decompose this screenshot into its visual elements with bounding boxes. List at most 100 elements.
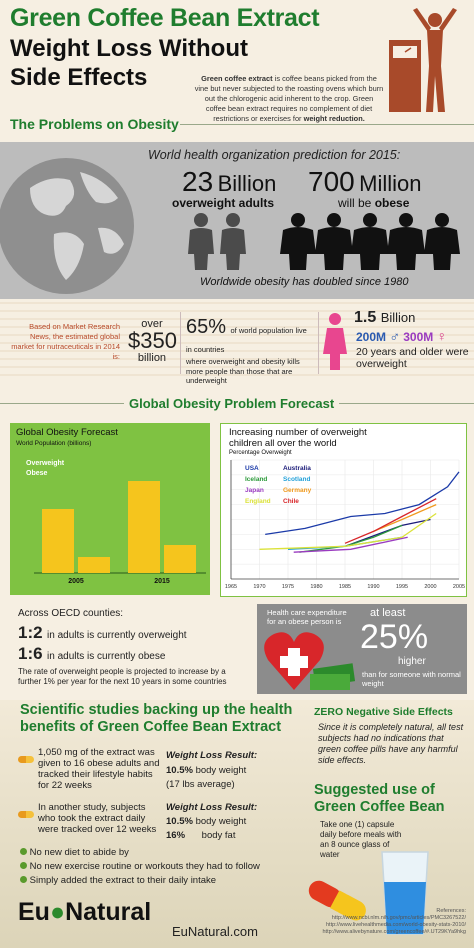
bar-obese-2005 bbox=[78, 557, 110, 573]
stat-23-billion: 23 Billion bbox=[182, 166, 277, 197]
globe-icon bbox=[0, 158, 134, 294]
legend-japan: Japan bbox=[245, 487, 264, 494]
market-amount: over $350 billion bbox=[128, 318, 177, 364]
bullet-item: No new exercise routine or workouts they… bbox=[20, 860, 260, 874]
overweight-age-text: 20 years and older were overweight bbox=[356, 346, 469, 370]
pill-icon bbox=[18, 805, 34, 823]
problems-heading: The Problems on Obesity bbox=[10, 116, 179, 132]
expenditure-text: Health care expenditure for an obese per… bbox=[267, 608, 347, 626]
line-chart-panel: Increasing number of overweight children… bbox=[220, 423, 467, 597]
pct-65-block: 65% of world population live in countrie… bbox=[186, 316, 307, 385]
title-line-3-text: Side Effects bbox=[10, 64, 148, 91]
divider bbox=[180, 312, 181, 374]
woman-icon bbox=[323, 313, 347, 370]
study-2-result-title: Weight Loss Result: bbox=[166, 802, 258, 813]
study-1-sub: (17 lbs average) bbox=[166, 779, 235, 790]
legend-germany: Germany bbox=[283, 487, 312, 494]
bar-chart-ylabel: World Population (billions) bbox=[16, 440, 92, 447]
line-chart-svg: 1965 1970 1975 1980 1985 1990 1995 2000 2005 USA A… bbox=[225, 459, 465, 590]
line-chart-x-tick: 1970 bbox=[253, 584, 265, 590]
legend-scotland: Scotland bbox=[283, 476, 310, 483]
pill-icon bbox=[18, 750, 34, 768]
overweight-people-icon bbox=[188, 213, 246, 270]
stat-23-label: overweight adults bbox=[172, 196, 275, 210]
capsule-icon bbox=[308, 880, 366, 921]
series-line-chile bbox=[344, 498, 437, 544]
site-link[interactable]: EuNatural.com bbox=[172, 924, 258, 939]
divider bbox=[318, 312, 319, 374]
bar-tick-label: 2005 bbox=[68, 578, 84, 585]
bar-overweight-2015 bbox=[128, 481, 160, 573]
title-line-2-text: Weight Loss Without bbox=[10, 35, 248, 62]
line-chart-ylabel: Percentage Overweight bbox=[229, 450, 292, 456]
line-chart-x-tick: 1980 bbox=[310, 584, 322, 590]
studies-heading: Scientific studies backing up the health… bbox=[20, 702, 293, 735]
legend-usa: USA bbox=[245, 465, 259, 472]
series-line-germany bbox=[373, 504, 437, 532]
bullet-item: Simply added the extract to their daily … bbox=[20, 874, 260, 888]
series-line-iceland bbox=[299, 524, 403, 553]
reference-link[interactable]: http://www.ncbi.nlm.nih.gov/pmc/articles… bbox=[331, 915, 466, 921]
line-chart-x-tick: 1990 bbox=[367, 584, 379, 590]
bar-chart-title: Global Obesity Forecast bbox=[16, 427, 118, 438]
legend-obese: Obese bbox=[26, 470, 48, 477]
legend-overweight: Overweight bbox=[26, 460, 65, 467]
stat-700-million: 700 Million bbox=[308, 166, 422, 197]
bar-overweight-2005 bbox=[42, 509, 74, 573]
reference-link[interactable]: http://www.alivebynature.com/greencoffee… bbox=[322, 929, 467, 935]
line-chart-x-tick: 1965 bbox=[225, 584, 237, 590]
obese-people-icon bbox=[280, 213, 460, 270]
stat-700-label: will be obese bbox=[338, 196, 410, 210]
line-chart-x-tick: 1975 bbox=[282, 584, 294, 590]
overweight-1-5-billion: 1.5 Billion bbox=[354, 309, 416, 326]
study-2-result-2: 16% body fat bbox=[166, 830, 236, 841]
study-1-text: 1,050 mg of the extract was given to 16 … bbox=[38, 747, 160, 791]
expenditure-pct: 25% bbox=[360, 618, 429, 656]
suggested-text: Take one (1) capsule daily before meals … bbox=[320, 820, 402, 859]
reference-link[interactable]: http://www.livehealthmedia.com/world-obe… bbox=[325, 922, 466, 928]
series-line-usa bbox=[265, 471, 460, 536]
legend-england: England bbox=[245, 498, 271, 505]
legend-chile: Chile bbox=[283, 498, 299, 505]
line-chart-title: Increasing number of overweight children… bbox=[229, 427, 367, 449]
title-line-1: Green Coffee Bean Extract bbox=[10, 4, 320, 32]
obesity-doubled-text: Worldwide obesity has doubled since 1980 bbox=[200, 276, 409, 288]
title-line-2: Weight Loss Without Side Effects bbox=[10, 34, 330, 92]
line-chart-x-tick: 2005 bbox=[453, 584, 465, 590]
legend-iceland: Iceland bbox=[245, 476, 267, 483]
oecd-intro: Across OECD counties: bbox=[18, 608, 124, 619]
bar-obese-2015 bbox=[164, 545, 196, 573]
oecd-ratio-1: 1:2 in adults is currently overweight bbox=[18, 623, 187, 642]
who-title: World health organization prediction for… bbox=[148, 148, 401, 162]
study-1-result-title: Weight Loss Result: bbox=[166, 750, 258, 761]
line-chart-x-tick: 1995 bbox=[396, 584, 408, 590]
market-band bbox=[0, 302, 474, 382]
expenditure-compare: than for someone with normal weight bbox=[362, 670, 461, 688]
glass-of-water-icon bbox=[381, 851, 429, 935]
forecast-heading: Global Obesity Problem Forecast bbox=[124, 396, 340, 411]
bullet-item: No new diet to abide by bbox=[20, 846, 260, 860]
study-1-result: 10.5% body weight bbox=[166, 765, 247, 776]
series-line-japan bbox=[293, 536, 408, 553]
side-effects-heading: ZERO Negative Side Effects bbox=[314, 706, 453, 718]
suggested-heading: Suggested use of Green Coffee Bean bbox=[314, 782, 445, 815]
divider bbox=[180, 124, 474, 125]
oecd-note: The rate of overweight people is project… bbox=[18, 667, 227, 686]
bar-chart-legend: Overweight Obese bbox=[26, 459, 64, 479]
line-chart-x-tick: 2000 bbox=[424, 584, 436, 590]
references: References: http://www.ncbi.nlm.nih.gov/… bbox=[300, 908, 467, 936]
market-text: Based on Market Research News, the estim… bbox=[11, 322, 120, 361]
study-2-text: In another study, subjects who took the … bbox=[38, 802, 157, 835]
higher: higher bbox=[398, 656, 426, 667]
side-effects-text: Since it is completely natural, all test… bbox=[318, 722, 464, 765]
at-least: at least bbox=[370, 607, 406, 619]
scale-person-icon bbox=[389, 8, 457, 112]
intro-text: Green coffee extract is coffee beans pic… bbox=[194, 74, 384, 123]
series-line-england bbox=[259, 512, 437, 550]
study-2-result-1: 10.5% body weight bbox=[166, 816, 247, 827]
heart-money-icon bbox=[264, 632, 356, 690]
men-women-split: 200M ♂ 300M ♀ bbox=[356, 328, 448, 344]
bar-tick-label: 2015 bbox=[154, 578, 170, 585]
legend-australia: Australia bbox=[283, 465, 311, 472]
line-chart-x-tick: 1985 bbox=[339, 584, 351, 590]
